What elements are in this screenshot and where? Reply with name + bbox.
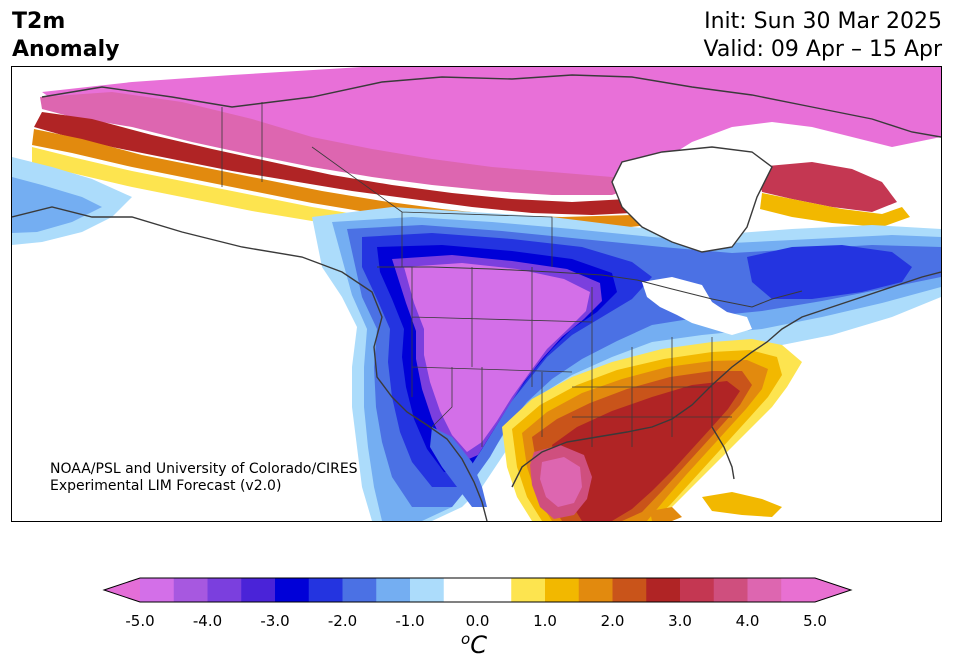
colorbar-segment (173, 578, 208, 602)
map-panel: NOAA/PSL and University of Colorado/CIRE… (11, 66, 942, 522)
hudson-bay (612, 147, 772, 252)
colorbar-tick-label: 1.0 (533, 612, 557, 630)
pacific-light-blue (12, 177, 102, 233)
units-degree: o (461, 630, 471, 648)
colorbar-tick-label: 3.0 (668, 612, 692, 630)
colorbar-segment (578, 578, 613, 602)
colorbar-tick-label: -1.0 (395, 612, 425, 630)
colorbar-segment (275, 578, 310, 602)
canada-pink-region (42, 67, 941, 187)
great-lakes (642, 277, 752, 335)
title-variable: T2m (12, 9, 66, 34)
title-anomaly: Anomaly (12, 37, 120, 62)
boundaries (12, 74, 941, 521)
cold-lilac-core (404, 263, 590, 452)
colorbar-segment (376, 578, 411, 602)
caribbean-gold (702, 492, 782, 517)
colorbar-tick-label: -4.0 (192, 612, 223, 630)
colorbar-segment (241, 578, 276, 602)
anomaly-fills (12, 67, 941, 521)
colorbar-segment (140, 578, 175, 602)
colorbar-segment (410, 578, 445, 602)
quebec-yellow-edge (760, 193, 910, 227)
colorbar-tick-label: 0.0 (465, 612, 490, 630)
quebec-royal-blue (747, 245, 912, 299)
anomaly-map (12, 67, 941, 521)
colorbar-segment (781, 578, 816, 602)
colorbar-segment (308, 578, 343, 602)
colorbar-under-arrow (104, 578, 140, 602)
credit-text: NOAA/PSL and University of Colorado/CIRE… (50, 461, 358, 495)
canada-red-band (34, 112, 652, 215)
baja-blue (430, 427, 487, 507)
colorbar-tick-label: -3.0 (260, 612, 290, 630)
colorbar-segment (646, 578, 681, 602)
colorbar-tick-label: -2.0 (327, 612, 358, 630)
colorbar-tick-label: -5.0 (125, 612, 155, 630)
colorbar-segment (747, 578, 782, 602)
colorbar-segment (713, 578, 748, 602)
colorbar-segment (511, 578, 546, 602)
canada-magenta-band (40, 92, 642, 195)
canada-orange-band (32, 129, 667, 231)
colorbar (102, 577, 853, 603)
colorbar-segment (342, 578, 377, 602)
colorbar-tick-label: 4.0 (735, 612, 760, 630)
credit-line-1: NOAA/PSL and University of Colorado/CIRE… (50, 461, 358, 477)
colorbar-segment (545, 578, 580, 602)
colorbar-tick-label: 5.0 (803, 612, 827, 630)
colorbar-segment (207, 578, 242, 602)
southeast-red (552, 381, 740, 521)
colorbar-segment (612, 578, 647, 602)
colorbar-tick-label: 2.0 (600, 612, 625, 630)
colorbar-outline (102, 577, 853, 603)
colorbar-units: oC (461, 630, 487, 659)
init-date: Init: Sun 30 Mar 2025 (704, 9, 942, 34)
colorbar-segments (102, 577, 853, 603)
title-right: Init: Sun 30 Mar 2025 Valid: 09 Apr – 15… (704, 8, 943, 64)
valid-range: Valid: 09 Apr – 15 Apr (703, 37, 943, 62)
quebec-warm-region (757, 162, 897, 212)
colorbar-over-arrow (815, 578, 851, 602)
water-bodies (612, 147, 772, 335)
colorbar-segment (443, 578, 512, 602)
units-letter: C (470, 631, 487, 659)
coastline-outline (12, 74, 941, 521)
texas-magenta (540, 457, 582, 507)
credit-line-2: Experimental LIM Forecast (v2.0) (50, 478, 282, 494)
yucatan-orange (650, 507, 682, 521)
colorbar-segment (680, 578, 715, 602)
state-province-lines (221, 102, 732, 447)
title-left: T2m Anomaly (12, 8, 119, 64)
